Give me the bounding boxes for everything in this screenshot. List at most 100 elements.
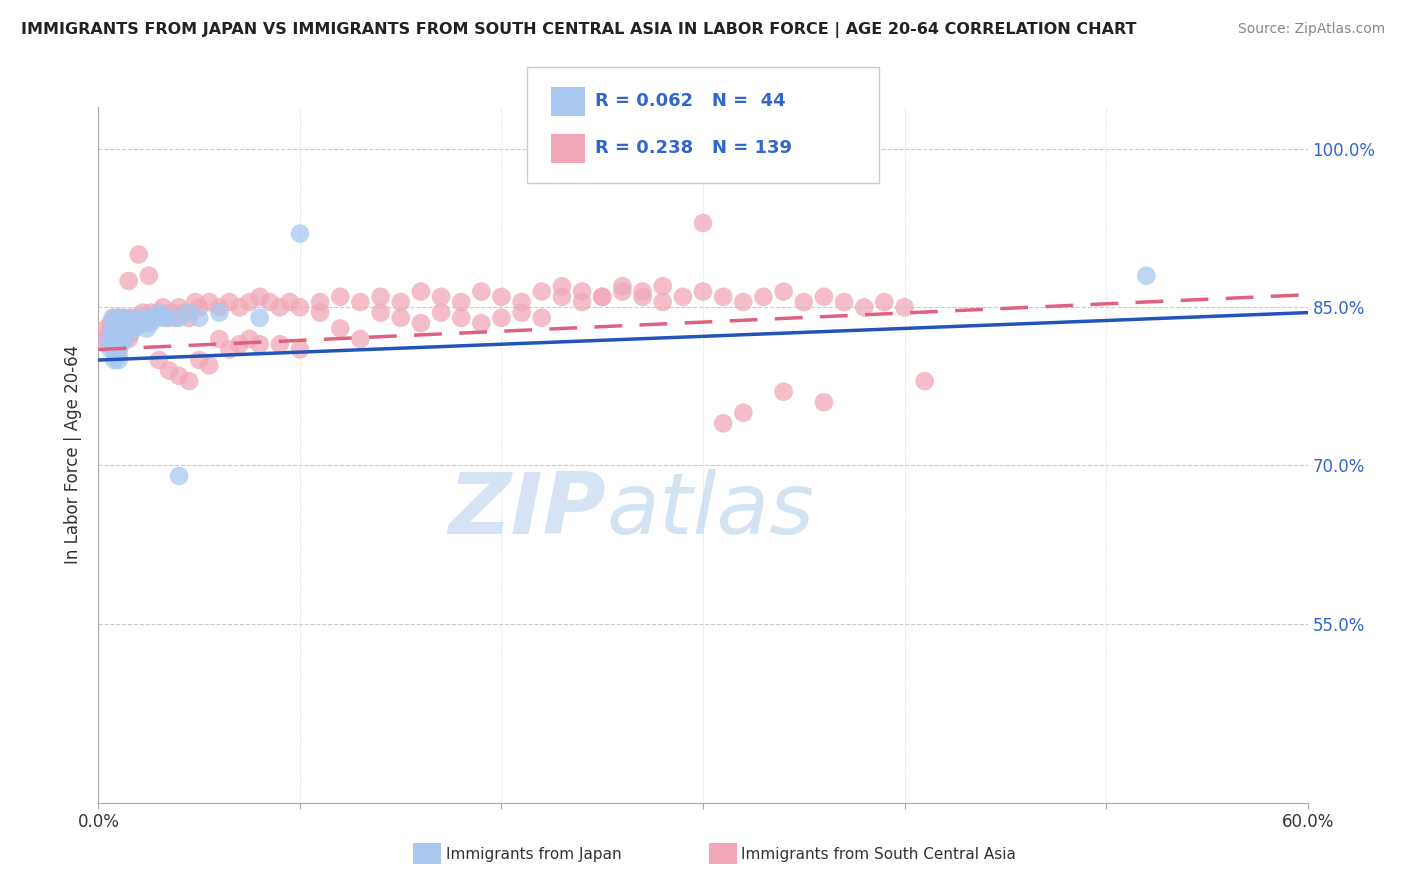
Point	[329, 321, 352, 335]
Point	[510, 295, 533, 310]
Point	[692, 285, 714, 299]
Point	[101, 321, 124, 335]
Point	[470, 285, 492, 299]
Point	[249, 310, 271, 325]
Point	[430, 290, 453, 304]
Point	[110, 326, 132, 341]
Point	[208, 305, 231, 319]
Point	[752, 290, 775, 304]
Point	[631, 290, 654, 304]
Point	[156, 310, 179, 325]
Point	[733, 406, 755, 420]
Point	[510, 305, 533, 319]
Point	[143, 310, 166, 325]
Point	[491, 310, 513, 325]
Point	[631, 285, 654, 299]
Point	[813, 290, 835, 304]
Point	[1135, 268, 1157, 283]
Point	[208, 301, 231, 315]
Point	[450, 310, 472, 325]
Point	[124, 321, 146, 335]
Point	[163, 310, 186, 325]
Point	[349, 295, 371, 310]
Point	[198, 295, 221, 310]
Point	[278, 295, 301, 310]
Point	[491, 290, 513, 304]
Point	[103, 321, 125, 335]
Point	[179, 310, 201, 325]
Point	[430, 305, 453, 319]
Point	[105, 337, 128, 351]
Point	[309, 295, 332, 310]
Point	[409, 285, 432, 299]
Point	[129, 310, 152, 325]
Point	[107, 332, 129, 346]
Point	[111, 321, 134, 335]
Point	[530, 310, 553, 325]
Point	[157, 363, 180, 377]
Point	[218, 295, 240, 310]
Point	[101, 310, 124, 325]
Point	[853, 301, 876, 315]
Point	[114, 332, 136, 346]
Point	[132, 305, 155, 319]
Point	[571, 285, 593, 299]
Text: R = 0.062   N =  44: R = 0.062 N = 44	[595, 93, 786, 111]
Point	[128, 247, 150, 261]
Point	[107, 337, 129, 351]
Point	[148, 305, 170, 319]
Point	[148, 353, 170, 368]
Point	[107, 348, 129, 362]
Point	[121, 310, 143, 325]
Point	[129, 310, 152, 325]
Point	[914, 374, 936, 388]
Point	[103, 353, 125, 368]
Point	[111, 316, 134, 330]
Point	[167, 469, 190, 483]
Point	[97, 337, 120, 351]
Text: atlas: atlas	[606, 469, 814, 552]
Point	[309, 305, 332, 319]
Point	[591, 290, 613, 304]
Text: Immigrants from Japan: Immigrants from Japan	[446, 847, 621, 862]
Point	[107, 310, 129, 325]
Point	[110, 326, 132, 341]
Point	[128, 310, 150, 325]
Point	[124, 310, 146, 325]
Point	[551, 290, 574, 304]
Point	[152, 301, 174, 315]
Point	[198, 359, 221, 373]
Point	[107, 353, 129, 368]
Point	[138, 310, 160, 325]
Point	[288, 343, 311, 357]
Y-axis label: In Labor Force | Age 20-64: In Labor Force | Age 20-64	[65, 345, 83, 565]
Point	[97, 332, 120, 346]
Point	[152, 310, 174, 325]
Point	[105, 337, 128, 351]
Point	[134, 316, 156, 330]
Text: ZIP: ZIP	[449, 469, 606, 552]
Text: Source: ZipAtlas.com: Source: ZipAtlas.com	[1237, 22, 1385, 37]
Point	[107, 316, 129, 330]
Point	[329, 290, 352, 304]
Point	[692, 216, 714, 230]
Point	[269, 301, 291, 315]
Point	[612, 285, 634, 299]
Point	[228, 301, 250, 315]
Point	[120, 326, 142, 341]
Point	[107, 316, 129, 330]
Point	[107, 343, 129, 357]
Point	[157, 310, 180, 325]
Point	[249, 337, 271, 351]
Point	[612, 279, 634, 293]
Point	[188, 353, 211, 368]
Point	[269, 337, 291, 351]
Point	[115, 326, 138, 341]
Point	[370, 305, 392, 319]
Point	[551, 279, 574, 293]
Point	[111, 321, 134, 335]
Point	[733, 295, 755, 310]
Point	[179, 374, 201, 388]
Point	[105, 326, 128, 341]
Point	[93, 332, 115, 346]
